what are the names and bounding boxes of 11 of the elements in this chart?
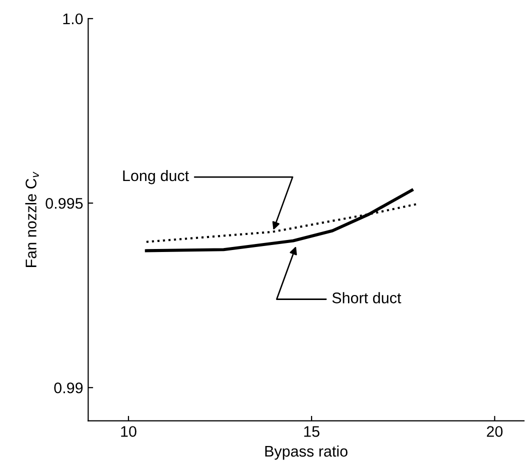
line-series [144,188,414,252]
x-tick-label: 15 [304,426,320,437]
x-tick-label: 20 [486,426,503,437]
y-tick-label: 0.99 [54,382,83,394]
y-axis-title: Fan nozzle C$_{v}$ [25,172,39,267]
annotation: Long duct [123,170,189,184]
annotation: Short duct [332,292,402,304]
y-tick-label: 0.995 [46,198,83,209]
x-axis-title: Bypass ratio [265,445,348,460]
x-tick-label: 10 [121,426,136,437]
y-tick-label: 1.0 [63,13,83,24]
